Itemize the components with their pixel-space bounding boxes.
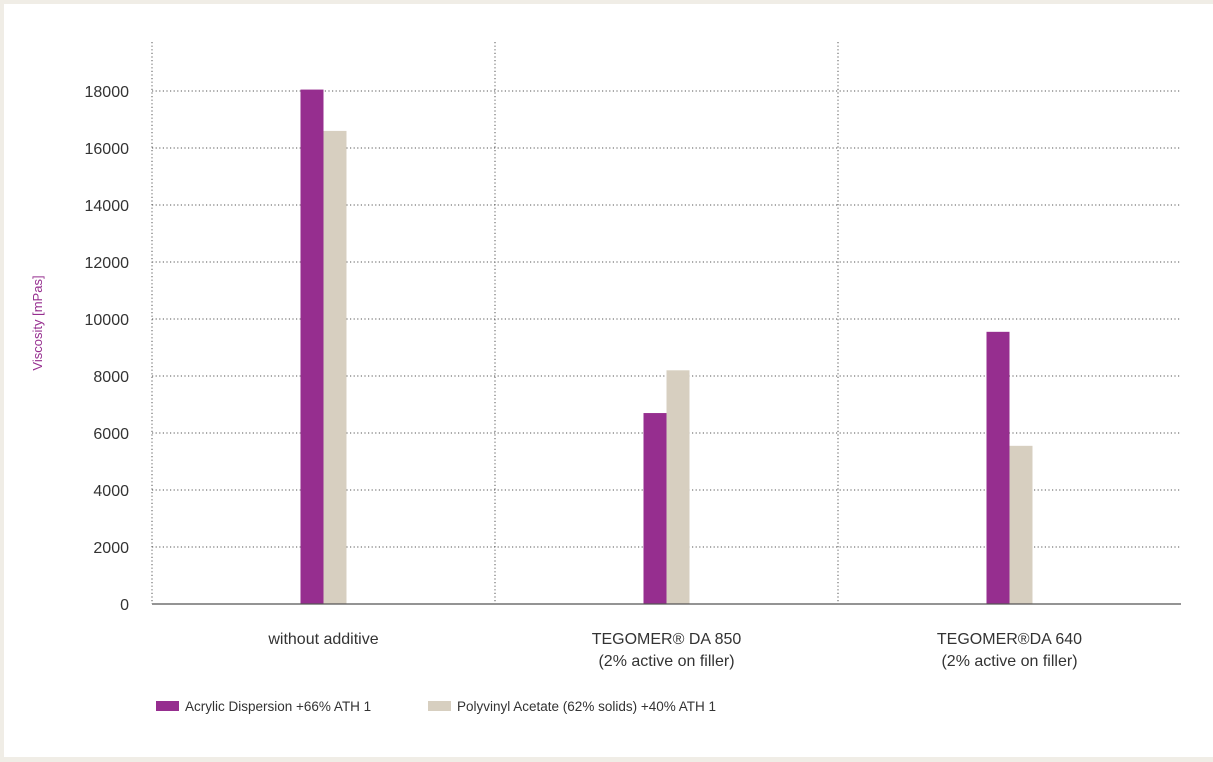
y-tick-label: 0 [120,597,129,614]
y-axis-label: Viscosity [mPas] [30,275,45,370]
category-label: TEGOMER® DA 850 [592,631,742,648]
legend-swatch-2 [428,701,451,711]
bar-polyvinyl-3 [1009,445,1033,604]
bar-acrylic-2 [643,413,667,604]
y-tick-label: 2000 [93,540,129,557]
x-category-labels: without additive TEGOMER® DA 850 (2% activ… [267,631,1082,670]
y-tick-labels: 0 2000 4000 6000 8000 10000 12000 14000 16000 180… [85,84,130,614]
bar-polyvinyl-1 [323,130,347,604]
bar-acrylic-3 [986,331,1010,604]
y-tick-label: 12000 [85,255,130,272]
y-tick-label: 6000 [93,426,129,443]
y-tick-label: 10000 [85,312,130,329]
bar-acrylic-1 [300,89,324,604]
y-tick-label: 16000 [85,141,130,158]
legend-label-2: Polyvinyl Acetate (62% solids) +40% ATH … [457,699,716,714]
category-label: (2% active on filler) [598,653,734,670]
y-tick-label: 4000 [93,483,129,500]
legend-label-1: Acrylic Dispersion +66% ATH 1 [185,699,371,714]
y-tick-label: 8000 [93,369,129,386]
legend: Acrylic Dispersion +66% ATH 1 Polyvinyl A… [156,699,716,714]
y-tick-label: 14000 [85,198,130,215]
category-label: without additive [267,631,378,648]
category-label: TEGOMER®DA 640 [937,631,1082,648]
y-tick-label: 18000 [85,84,130,101]
bars [300,89,1033,604]
category-label: (2% active on filler) [941,653,1077,670]
bar-chart: 0 2000 4000 6000 8000 10000 12000 14000 16000 180… [30,42,1181,714]
bar-polyvinyl-2 [666,370,690,604]
chart-frame: 0 2000 4000 6000 8000 10000 12000 14000 16000 180… [4,4,1213,757]
legend-swatch-1 [156,701,179,711]
